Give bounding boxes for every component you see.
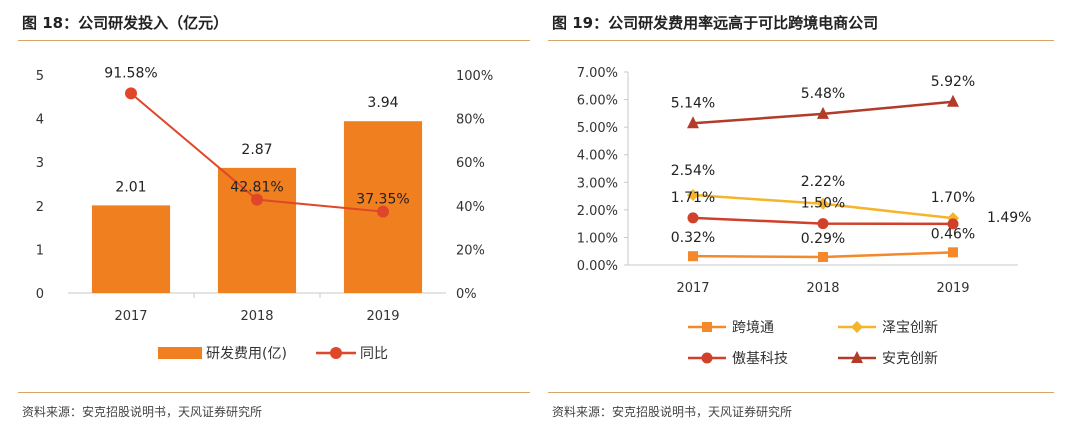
series-point <box>947 218 959 230</box>
y-tick-label: 7.00% <box>577 66 618 81</box>
series-point <box>817 218 829 230</box>
y-tick-label: 3.00% <box>577 176 618 191</box>
point-value-label: 5.14% <box>671 95 715 111</box>
y-right-tick-label: 20% <box>456 243 485 258</box>
y-tick-label: 1.00% <box>577 231 618 246</box>
x-tick-label: 2018 <box>240 309 273 324</box>
bar-value-label: 2.01 <box>115 179 146 195</box>
series-point <box>687 116 699 129</box>
y-tick-label: 4.00% <box>577 149 618 164</box>
legend-marker <box>851 351 863 363</box>
point-value-label: 0.46% <box>931 226 975 242</box>
y-right-tick-label: 40% <box>456 200 485 215</box>
legend-label: 跨境通 <box>732 320 774 336</box>
yoy-value-label: 42.81% <box>230 180 283 196</box>
y-left-tick-label: 1 <box>36 243 44 258</box>
y-left-tick-label: 5 <box>36 69 44 84</box>
legend-label: 傲基科技 <box>732 350 788 367</box>
y-tick-label: 6.00% <box>577 94 618 109</box>
bar <box>217 167 297 293</box>
y-left-tick-label: 2 <box>36 200 44 215</box>
yoy-value-label: 91.58% <box>104 65 157 81</box>
bar-value-label: 2.87 <box>241 142 272 158</box>
legend-marker-yoy <box>330 347 342 359</box>
title-divider <box>18 40 530 41</box>
series-point <box>687 188 699 201</box>
point-value-label: 5.92% <box>931 74 975 90</box>
yoy-point <box>125 87 137 100</box>
y-right-tick-label: 0% <box>456 287 477 302</box>
figure-18-title: 图 18：公司研发投入（亿元） <box>22 14 229 32</box>
series-point <box>947 94 959 107</box>
point-value-label: 2.54% <box>671 163 715 179</box>
point-value-label: 1.70% <box>931 190 975 206</box>
source-note: 资料来源：安克招股说明书，天风证券研究所 <box>22 405 263 419</box>
y-left-tick-label: 3 <box>36 156 44 171</box>
point-value-label: 0.32% <box>671 230 715 246</box>
x-tick-label: 2017 <box>114 309 147 324</box>
point-value-label: 0.29% <box>801 231 845 247</box>
figure-18-panel: 图 18：公司研发投入（亿元） 0 1 2 3 4 5 0% 20% 40% 60% 80% 100%… <box>0 0 530 433</box>
source-note: 资料来源：安克招股说明书，天风证券研究所 <box>552 405 793 419</box>
y-tick-label: 0.00% <box>577 259 618 274</box>
point-value-label: 1.49% <box>987 210 1031 226</box>
y-right-tick-label: 60% <box>456 156 485 171</box>
series-point <box>817 106 829 119</box>
figure-19-panel: 图 19：公司研发费用率远高于可比跨境电商公司 0.00% 1.00% 2.00% 3… <box>548 0 1080 433</box>
figure-19-title: 图 19：公司研发费用率远高于可比跨境电商公司 <box>552 14 879 32</box>
source-divider <box>18 392 530 393</box>
yoy-point <box>377 205 389 218</box>
x-tick-label: 2019 <box>936 281 969 296</box>
point-value-label: 1.50% <box>801 196 845 212</box>
x-tick-label: 2019 <box>366 309 399 324</box>
point-value-label: 2.22% <box>801 174 845 190</box>
bar <box>91 205 171 293</box>
y-left-tick-label: 4 <box>36 113 44 128</box>
x-tick-label: 2017 <box>676 281 709 296</box>
yoy-value-label: 37.35% <box>356 192 409 208</box>
legend-marker <box>702 322 712 332</box>
legend-label: 泽宝创新 <box>882 320 938 336</box>
series-point <box>818 252 828 263</box>
y-left-tick-label: 0 <box>36 287 44 302</box>
legend-swatch-rd-expense <box>158 347 202 359</box>
series-point <box>817 197 829 210</box>
point-value-label: 5.48% <box>801 86 845 102</box>
y-right-tick-label: 80% <box>456 113 485 128</box>
legend-marker <box>701 352 713 364</box>
series-point <box>687 212 699 224</box>
point-value-label: 1.71% <box>671 190 715 206</box>
y-tick-label: 2.00% <box>577 204 618 219</box>
yoy-point <box>251 193 263 206</box>
x-tick-label: 2018 <box>806 281 839 296</box>
rd-investment-chart: 0 1 2 3 4 5 0% 20% 40% 60% 80% 100% 2017 2018 2019 2.01… <box>36 65 493 362</box>
legend-label-yoy: 同比 <box>360 346 388 362</box>
title-divider <box>548 40 1054 41</box>
y-right-tick-label: 100% <box>456 69 493 84</box>
bar-value-label: 3.94 <box>367 95 398 111</box>
y-tick-label: 5.00% <box>577 121 618 136</box>
legend-label-rd-expense: 研发费用(亿) <box>206 346 287 362</box>
legend-label: 安克创新 <box>882 351 938 367</box>
source-divider <box>548 392 1054 393</box>
series-point <box>688 251 698 262</box>
series-point <box>948 247 958 258</box>
legend-marker <box>851 321 863 333</box>
rd-rate-comparison-chart: 0.00% 1.00% 2.00% 3.00% 4.00% 5.00% 6.00% 7.00%… <box>577 66 1032 367</box>
